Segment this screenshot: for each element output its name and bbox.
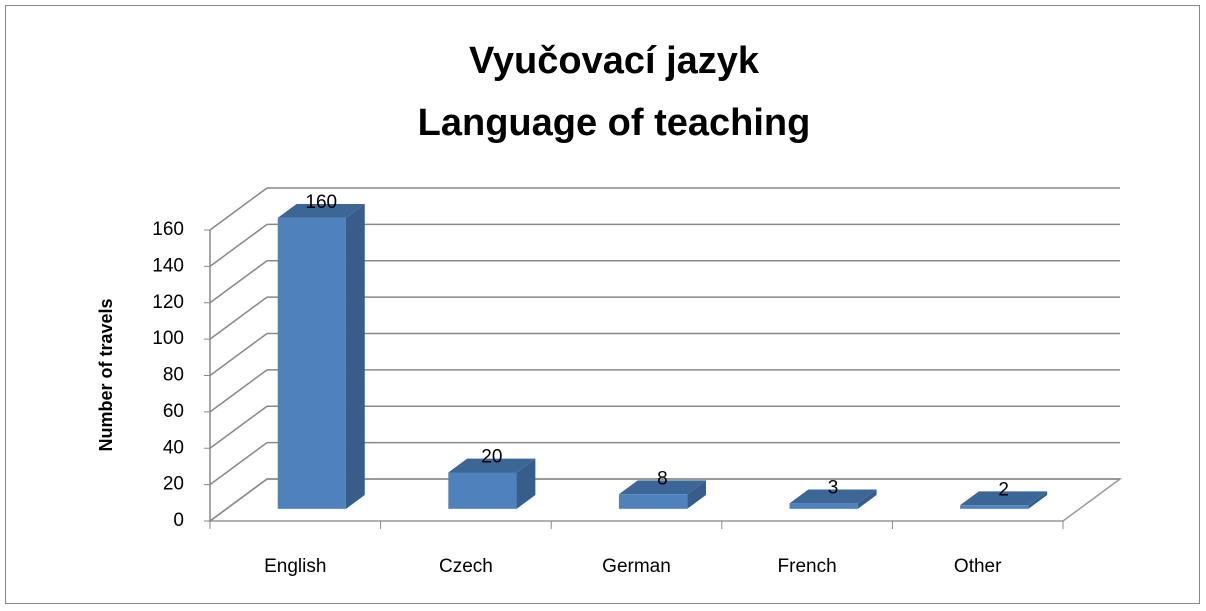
bar-side — [857, 489, 877, 509]
bar — [448, 472, 517, 509]
grid-line — [209, 442, 268, 486]
y-tick-label: 20 — [163, 474, 184, 495]
y-tick-label: 160 — [152, 219, 184, 240]
grid-line — [209, 332, 268, 377]
x-tick-label: German — [602, 556, 671, 577]
y-axis-label: Number of travels — [96, 298, 116, 451]
grid-line — [209, 223, 268, 267]
y-tick-label: 0 — [173, 510, 184, 531]
x-tick-label: Other — [954, 556, 1002, 577]
chart-title: Language of teaching — [418, 102, 811, 144]
data-label: 3 — [828, 478, 839, 499]
chart-title: Vyučovací jazyk — [469, 40, 760, 82]
bar-side — [345, 203, 365, 509]
y-tick-label: 140 — [152, 255, 184, 276]
y-tick-label: 100 — [152, 328, 184, 349]
grid-line — [209, 187, 268, 231]
bar-top — [960, 491, 1048, 506]
grid-line — [209, 296, 268, 340]
x-tick-label: French — [778, 556, 837, 577]
bar-side — [687, 480, 706, 509]
y-tick-label: 120 — [152, 292, 184, 313]
y-tick-label: 60 — [163, 401, 184, 422]
bar — [277, 217, 346, 509]
y-tick-label: 80 — [163, 365, 184, 386]
grid-line — [209, 478, 268, 522]
x-tick-label: English — [264, 556, 326, 577]
data-label: 8 — [657, 468, 668, 489]
bar-top — [789, 489, 877, 504]
bar-top — [277, 203, 365, 218]
chart-frame — [5, 5, 1200, 604]
bar-top — [448, 458, 536, 473]
y-tick-label: 40 — [163, 437, 184, 458]
grid-line — [209, 369, 268, 413]
data-label: 2 — [998, 479, 1009, 500]
x-tick-label: Czech — [439, 556, 493, 577]
bar-side — [516, 458, 536, 509]
bar-side — [1028, 491, 1048, 509]
grid-line — [209, 405, 268, 449]
bar — [789, 503, 858, 509]
bar — [960, 505, 1029, 509]
bar — [618, 494, 688, 509]
data-label: 20 — [481, 447, 502, 468]
grid-line — [209, 260, 268, 304]
data-label: 160 — [305, 192, 337, 213]
bar-top — [618, 480, 706, 495]
